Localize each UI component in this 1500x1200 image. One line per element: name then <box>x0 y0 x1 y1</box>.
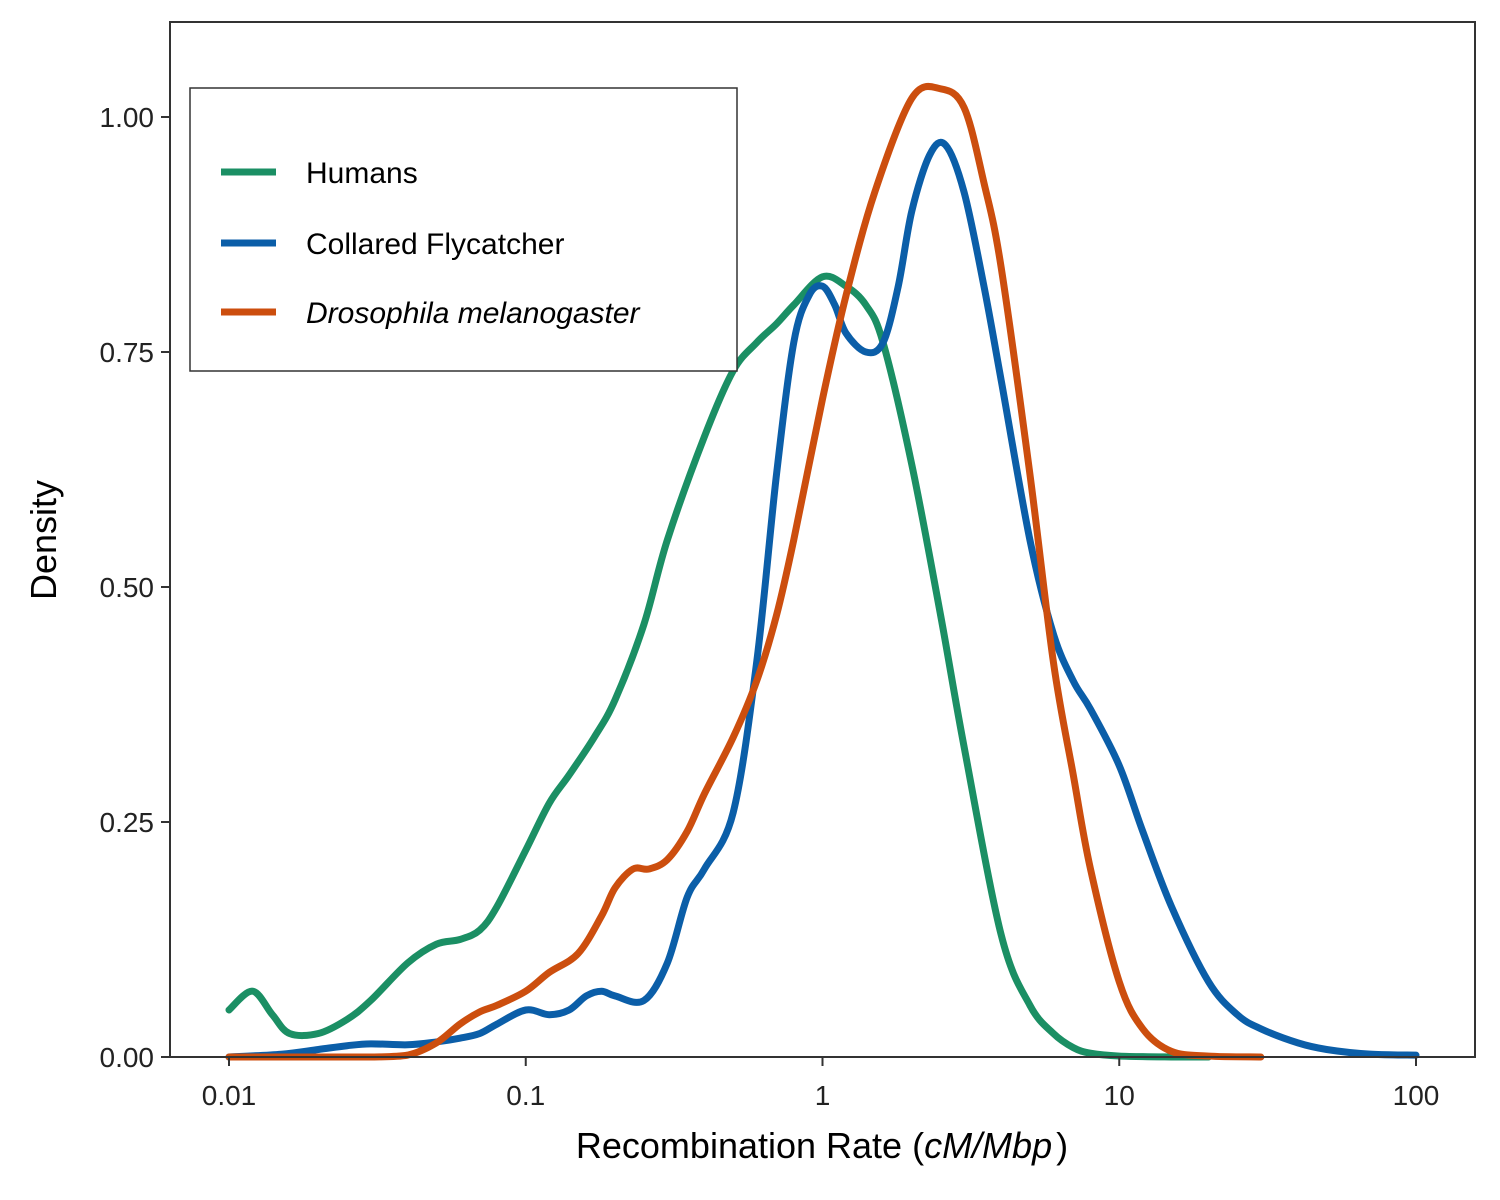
x-axis: 0.01 0.1 1 10 100 <box>170 1056 1475 1111</box>
legend-box <box>189 87 738 372</box>
series-line-drosophila-melanogaster <box>225 82 1265 1061</box>
x-axis-title: Recombination Rate (cM/Mbp) <box>576 1125 1068 1166</box>
y-tick-label: 0.75 <box>100 337 155 368</box>
y-tick-label: 0.25 <box>100 807 155 838</box>
y-tick-label: 1.00 <box>100 102 155 133</box>
y-tick-label: 0.00 <box>100 1042 155 1073</box>
x-tick-label: 1 <box>815 1080 831 1111</box>
series-line-collared-flycatcher <box>225 138 1420 1061</box>
y-tick-label: 0.50 <box>100 572 155 603</box>
series-lines <box>225 82 1420 1061</box>
legend-label-humans: Humans <box>306 157 418 190</box>
x-tick-label: 10 <box>1104 1080 1135 1111</box>
x-tick-label: 0.01 <box>202 1080 257 1111</box>
y-axis-title: Density <box>23 480 64 600</box>
y-axis: 0.00 0.25 0.50 0.75 1.00 <box>100 22 171 1073</box>
x-tick-label: 100 <box>1393 1080 1440 1111</box>
legend: Humans Collared Flycatcher Drosophila mela… <box>189 87 738 372</box>
x-tick-label: 0.1 <box>506 1080 545 1111</box>
legend-label-drosophila-melanogaster: Drosophila melanogaster <box>306 297 641 330</box>
series-line-humans <box>225 272 1213 1061</box>
legend-label-collared-flycatcher: Collared Flycatcher <box>306 228 564 261</box>
